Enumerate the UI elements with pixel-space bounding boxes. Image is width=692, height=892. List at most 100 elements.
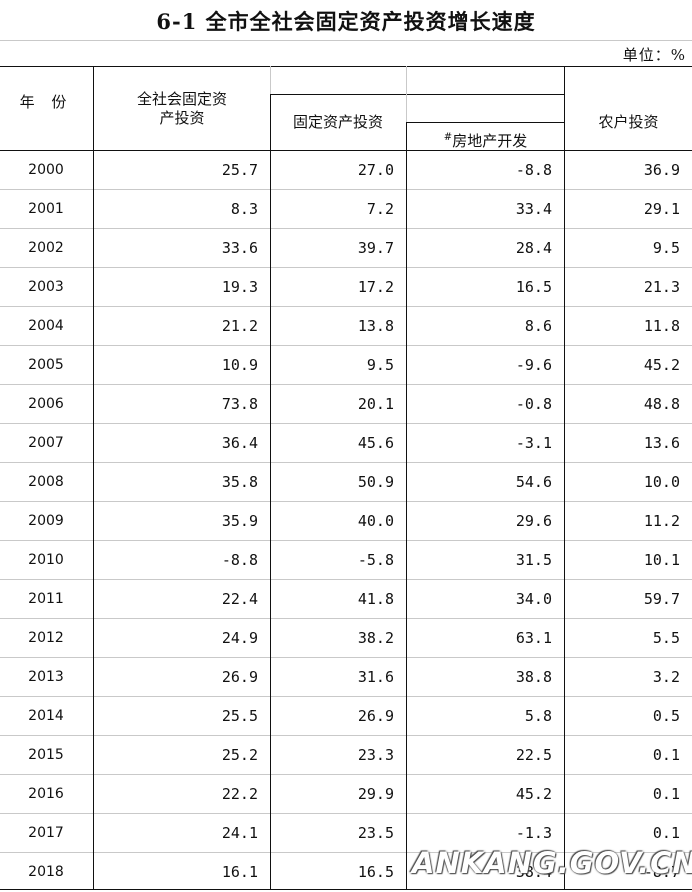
cell-fixed: 38.2: [357, 629, 394, 647]
cell-farm: 11.2: [643, 512, 680, 530]
cell-fixed: 39.7: [357, 239, 394, 257]
cell-farm: 0.5: [652, 707, 680, 725]
cell-year: 2016: [28, 786, 64, 802]
header-real-estate-label: 房地产开发: [452, 132, 528, 150]
cell-year: 2017: [28, 825, 64, 841]
cell-fixed: 16.5: [357, 863, 394, 881]
cell-real-estate: 22.5: [515, 746, 552, 764]
unit-label: 单位：%: [622, 46, 686, 64]
table-row: 2006 73.8 20.1 -0.8 48.8: [0, 385, 692, 424]
cell-real-estate: -1.3: [515, 824, 552, 842]
cell-year: 2006: [28, 396, 64, 412]
table-row: 2014 25.5 26.9 5.8 0.5: [0, 697, 692, 736]
table-row: 2015 25.2 23.3 22.5 0.1: [0, 736, 692, 775]
cell-real-estate: 63.1: [515, 629, 552, 647]
cell-fixed: 9.5: [366, 356, 394, 374]
cell-farm: 3.2: [652, 668, 680, 686]
cell-fixed: 7.2: [366, 200, 394, 218]
cell-total: 24.1: [221, 824, 258, 842]
header-farm-investment: 农户投资: [598, 113, 659, 131]
cell-farm: 0.1: [652, 785, 680, 803]
table-row: 2003 19.3 17.2 16.5 21.3: [0, 268, 692, 307]
cell-real-estate: 28.4: [515, 239, 552, 257]
cell-total: 73.8: [221, 395, 258, 413]
cell-total: 8.3: [230, 200, 258, 218]
cell-total: 36.4: [221, 434, 258, 452]
table-row: 2008 35.8 50.9 54.6 10.0: [0, 463, 692, 502]
cell-total: 25.2: [221, 746, 258, 764]
cell-fixed: 23.5: [357, 824, 394, 842]
cell-total: 22.4: [221, 590, 258, 608]
cell-year: 2011: [28, 591, 64, 607]
cell-farm: 9.5: [652, 239, 680, 257]
real-estate-mark: #: [443, 132, 453, 143]
cell-farm: 21.3: [643, 278, 680, 296]
cell-year: 2012: [28, 630, 64, 646]
table-row: 2009 35.9 40.0 29.6 11.2: [0, 502, 692, 541]
cell-farm: 13.6: [643, 434, 680, 452]
table-row: 2007 36.4 45.6 -3.1 13.6: [0, 424, 692, 463]
cell-total: -8.8: [221, 551, 258, 569]
cell-real-estate: 38.8: [515, 668, 552, 686]
cell-fixed: 41.8: [357, 590, 394, 608]
cell-farm: -8.7: [643, 863, 680, 881]
cell-total: 19.3: [221, 278, 258, 296]
cell-year: 2018: [28, 864, 64, 880]
cell-fixed: 13.8: [357, 317, 394, 335]
table-row: 2011 22.4 41.8 34.0 59.7: [0, 580, 692, 619]
cell-real-estate: 33.4: [515, 200, 552, 218]
table-title: 6-1 全市全社会固定资产投资增长速度: [156, 9, 536, 34]
cell-year: 2015: [28, 747, 64, 763]
cell-farm: 0.1: [652, 746, 680, 764]
table-row: 2016 22.2 29.9 45.2 0.1: [0, 775, 692, 814]
cell-fixed: 45.6: [357, 434, 394, 452]
table-body: 2000 25.7 27.0 -8.8 36.9 2001 8.3 7.2 33.4 29.1 20…: [0, 151, 692, 892]
cell-year: 2007: [28, 435, 64, 451]
cell-farm: 0.1: [652, 824, 680, 842]
cell-year: 2000: [28, 162, 64, 178]
cell-total: 16.1: [221, 863, 258, 881]
cell-fixed: 31.6: [357, 668, 394, 686]
cell-fixed: 23.3: [357, 746, 394, 764]
cell-farm: 10.0: [643, 473, 680, 491]
cell-total: 35.9: [221, 512, 258, 530]
cell-total: 21.2: [221, 317, 258, 335]
table-row: 2013 26.9 31.6 38.8 3.2: [0, 658, 692, 697]
cell-real-estate: -9.6: [515, 356, 552, 374]
cell-year: 2010: [28, 552, 64, 568]
cell-year: 2014: [28, 708, 64, 724]
cell-real-estate: 16.5: [515, 278, 552, 296]
cell-farm: 29.1: [643, 200, 680, 218]
cell-farm: 45.2: [643, 356, 680, 374]
cell-real-estate: -0.8: [515, 395, 552, 413]
table-row: 2004 21.2 13.8 8.6 11.8: [0, 307, 692, 346]
cell-fixed: 40.0: [357, 512, 394, 530]
cell-farm: 48.8: [643, 395, 680, 413]
table-row: 2010 -8.8 -5.8 31.5 10.1: [0, 541, 692, 580]
cell-real-estate: 31.5: [515, 551, 552, 569]
cell-year: 2004: [28, 318, 64, 334]
cell-real-estate: 45.2: [515, 785, 552, 803]
cell-year: 2002: [28, 240, 64, 256]
header-total-text: 全社会固定资产投资: [136, 90, 227, 127]
cell-real-estate: -8.8: [515, 161, 552, 179]
header-fixed-investment: 固定资产投资: [292, 113, 383, 131]
cell-farm: 5.5: [652, 629, 680, 647]
table-row: 2002 33.6 39.7 28.4 9.5: [0, 229, 692, 268]
cell-fixed: 26.9: [357, 707, 394, 725]
cell-real-estate: 34.0: [515, 590, 552, 608]
cell-real-estate: 5.8: [524, 707, 552, 725]
cell-total: 33.6: [221, 239, 258, 257]
cell-year: 2008: [28, 474, 64, 490]
table-row: 2017 24.1 23.5 -1.3 0.1: [0, 814, 692, 853]
cell-total: 35.8: [221, 473, 258, 491]
cell-fixed: 50.9: [357, 473, 394, 491]
cell-year: 2013: [28, 669, 64, 685]
cell-real-estate: 8.6: [524, 317, 552, 335]
cell-year: 2001: [28, 201, 64, 217]
cell-real-estate: 29.6: [515, 512, 552, 530]
header-year: 年 份: [19, 93, 73, 111]
cell-real-estate: 54.6: [515, 473, 552, 491]
cell-farm: 11.8: [643, 317, 680, 335]
